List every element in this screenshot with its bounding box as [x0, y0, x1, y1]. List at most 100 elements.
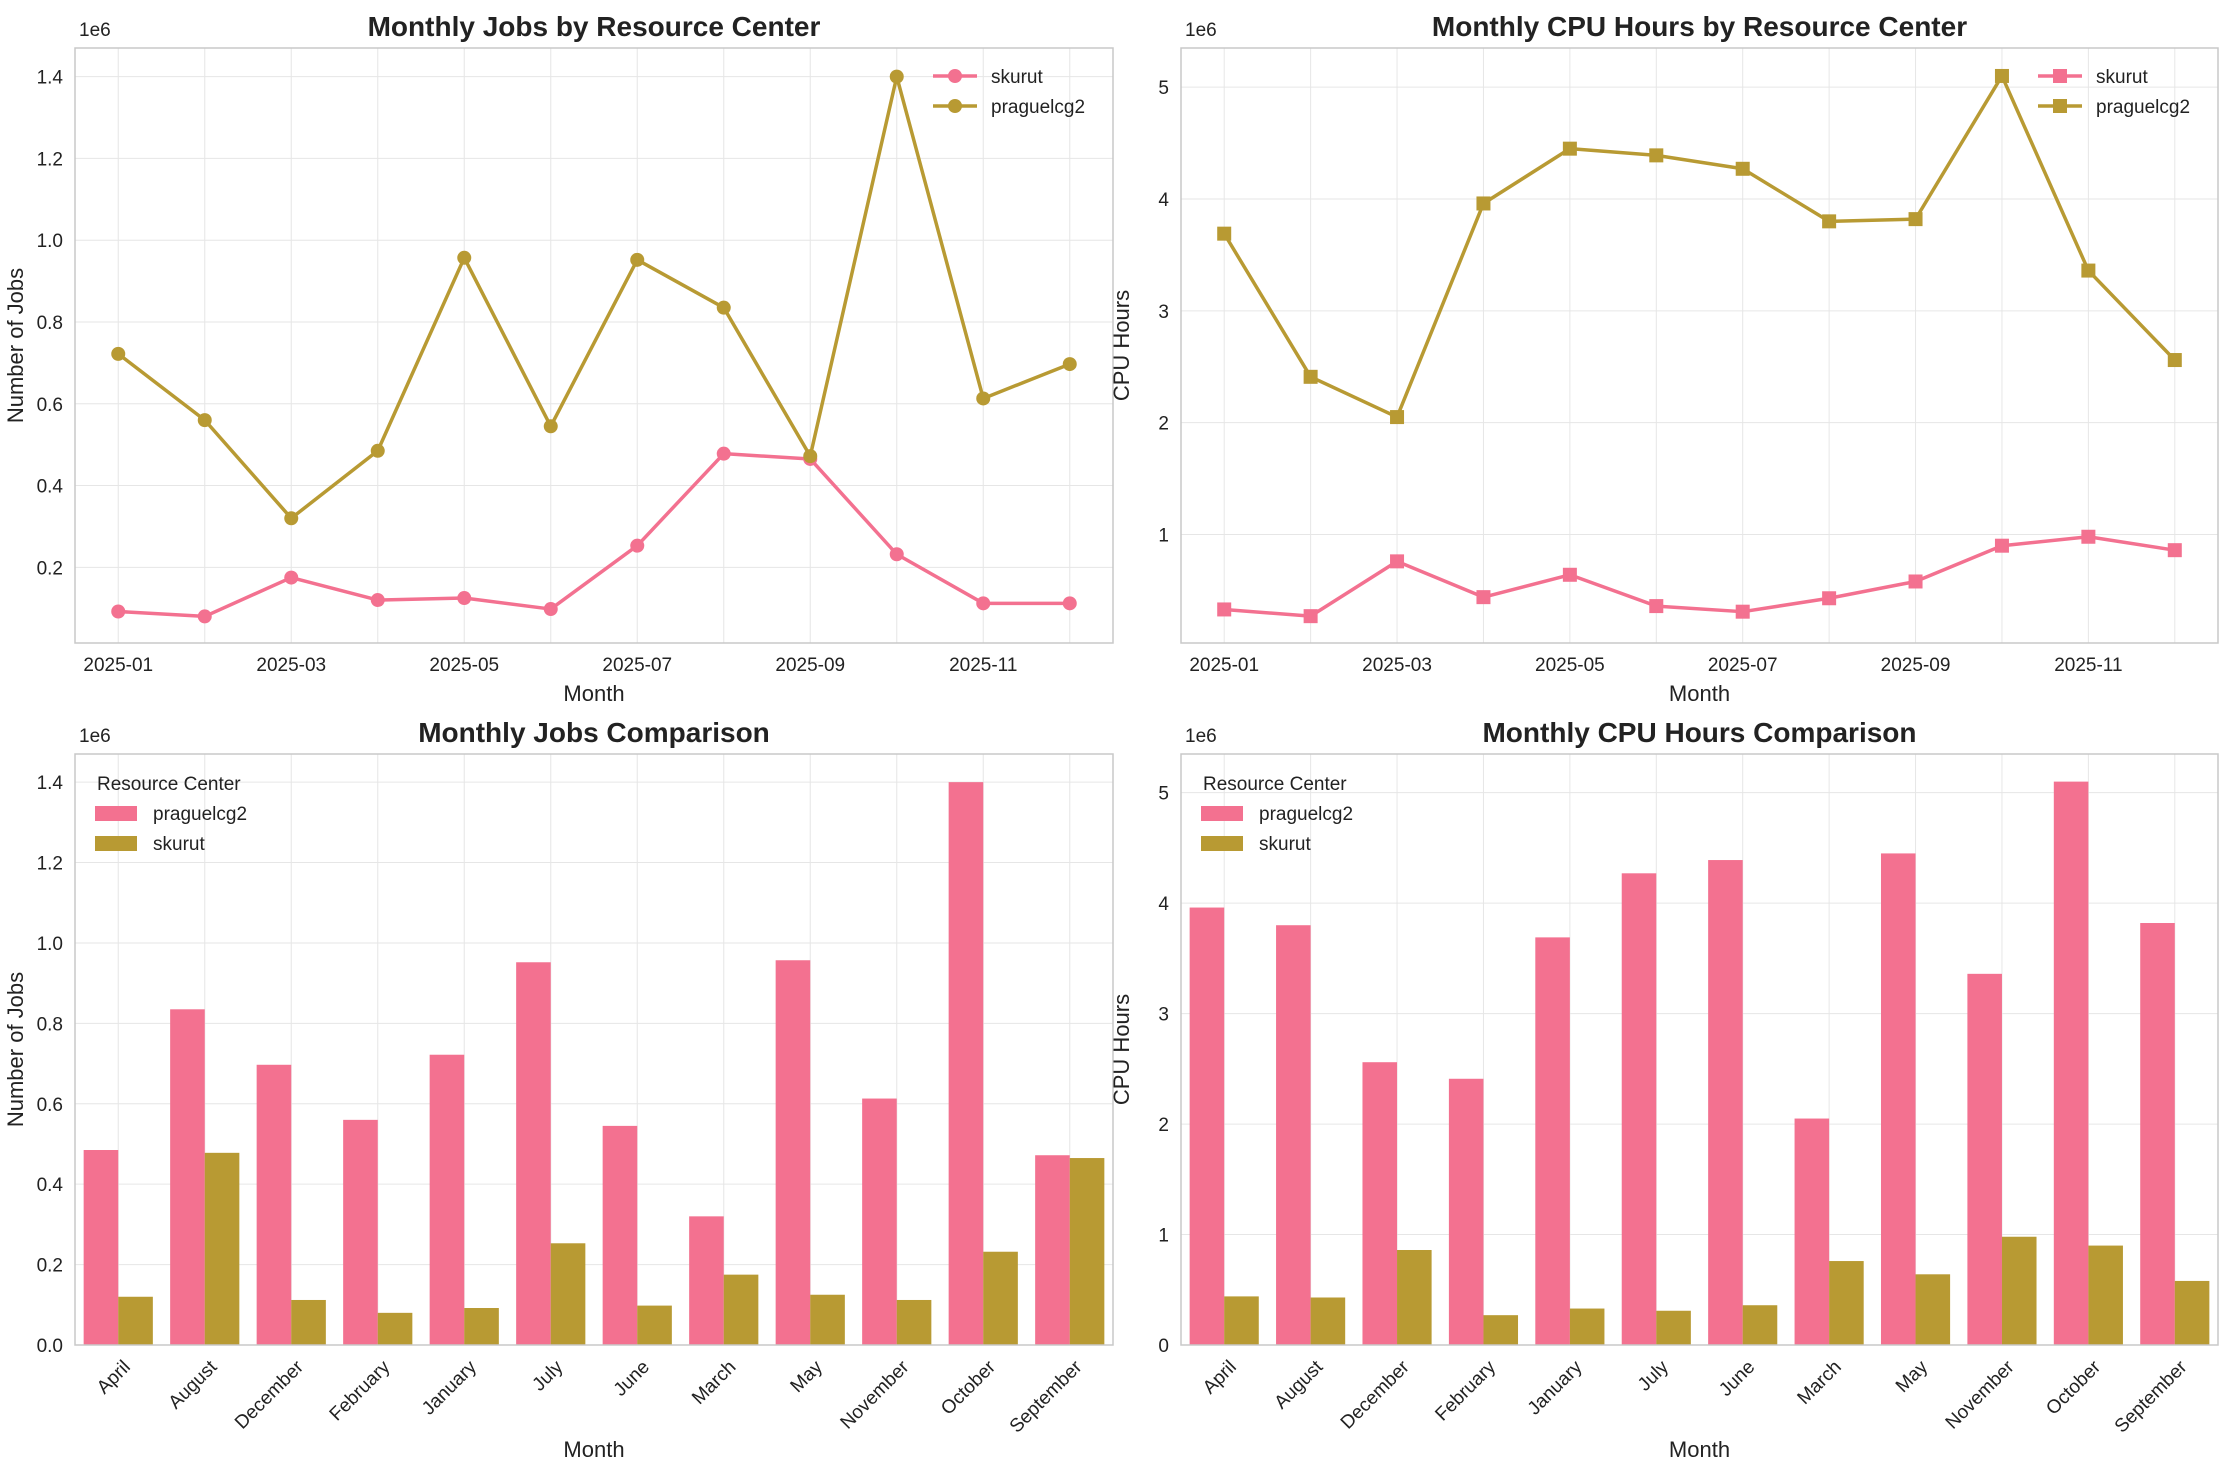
data-point-skurut	[457, 591, 472, 606]
data-point-skurut	[630, 538, 645, 553]
data-point-praguelcg2	[543, 419, 558, 434]
bar-skurut	[1829, 1261, 1864, 1345]
y-tick-label: 0.6	[37, 395, 63, 416]
data-point-praguelcg2	[1217, 226, 1232, 241]
data-point-skurut	[1062, 596, 1077, 611]
data-point-skurut	[1476, 590, 1491, 605]
data-point-praguelcg2	[111, 346, 126, 361]
data-point-skurut	[2081, 529, 2096, 544]
bar-praguelcg2	[516, 962, 551, 1345]
legend-marker-skurut	[2053, 69, 2067, 83]
y-tick-label: 0.0	[37, 1336, 63, 1357]
data-point-praguelcg2	[630, 252, 645, 267]
bar-praguelcg2	[1448, 1078, 1484, 1345]
data-point-praguelcg2	[1649, 148, 1664, 163]
data-point-skurut	[1649, 599, 1664, 614]
bar-skurut	[204, 1152, 240, 1345]
data-point-praguelcg2	[457, 250, 472, 265]
bar-praguelcg2	[602, 1125, 638, 1345]
data-point-praguelcg2	[1994, 68, 2009, 83]
x-tick-label: January	[1524, 1356, 1587, 1419]
bar-praguelcg2	[1276, 925, 1311, 1345]
series-line-skurut	[1224, 535, 2176, 618]
data-point-praguelcg2	[1908, 212, 1923, 227]
bar-skurut	[291, 1299, 326, 1345]
legend-marker-skurut	[948, 69, 962, 83]
bar-skurut	[464, 1308, 499, 1345]
data-point-skurut	[2167, 543, 2182, 558]
x-tick-label: October	[937, 1356, 1000, 1419]
plot-frame	[1180, 47, 2219, 644]
data-point-praguelcg2	[803, 449, 818, 464]
x-tick-label: October	[2042, 1356, 2105, 1419]
data-point-skurut	[976, 596, 991, 611]
data-point-praguelcg2	[2081, 263, 2096, 278]
bar-skurut	[377, 1312, 413, 1345]
bar-skurut	[1656, 1310, 1691, 1345]
y-tick-label: 0.2	[37, 558, 63, 579]
x-tick-label: 2025-01	[83, 655, 153, 676]
bar-skurut	[1397, 1249, 1432, 1345]
data-point-praguelcg2	[197, 413, 212, 428]
x-tick-label: June	[1715, 1357, 1759, 1401]
chart-title: Monthly CPU Hours Comparison	[1482, 717, 1916, 748]
data-point-praguelcg2	[1562, 141, 1577, 156]
data-point-praguelcg2	[889, 69, 904, 84]
y-tick-label: 1.4	[37, 773, 64, 794]
x-axis-label: Month	[1669, 681, 1730, 706]
bar-praguelcg2	[775, 960, 811, 1345]
axis-scale-label: 1e6	[79, 20, 111, 41]
x-tick-label: May	[1892, 1356, 1933, 1397]
y-tick-label: 3	[1158, 1005, 1169, 1026]
data-point-praguelcg2	[976, 391, 991, 406]
x-tick-label: February	[326, 1356, 395, 1425]
legend-label: skurut	[991, 67, 1043, 88]
legend: Resource Center praguelcg2 skurut	[95, 774, 247, 855]
bar-praguelcg2	[83, 1150, 119, 1345]
bar-praguelcg2	[429, 1054, 465, 1345]
y-tick-label: 0	[1158, 1336, 1169, 1357]
y-tick-label: 1.4	[37, 68, 64, 89]
x-tick-label: July	[1634, 1356, 1673, 1395]
bar-skurut	[983, 1251, 1018, 1345]
bar-praguelcg2	[1035, 1155, 1070, 1345]
data-point-praguelcg2	[716, 300, 731, 315]
x-tick-label: 2025-07	[602, 655, 672, 676]
x-tick-label: 2025-03	[256, 655, 326, 676]
x-tick-label: January	[418, 1356, 481, 1419]
data-point-skurut	[1735, 604, 1750, 619]
legend-marker-praguelcg2	[2053, 99, 2067, 113]
bar-skurut	[810, 1294, 845, 1345]
x-axis-label: Month	[563, 681, 624, 706]
bar-praguelcg2	[1189, 907, 1225, 1345]
bar-skurut	[2001, 1236, 2037, 1345]
plot-frame	[74, 753, 1114, 1346]
data-point-praguelcg2	[1822, 214, 1837, 229]
y-tick-label: 1.0	[37, 231, 63, 252]
data-point-praguelcg2	[1735, 161, 1750, 176]
legend: skurut praguelcg2	[2038, 67, 2190, 118]
data-point-praguelcg2	[1062, 357, 1077, 372]
chart-3: 0.0 0.2 0.4 0.6 0.8 1.0 1.2 1.4 April August Decem…	[3, 717, 1114, 1462]
y-tick-label: 4	[1158, 894, 1169, 915]
legend-swatch-praguelcg2	[1201, 806, 1243, 821]
bar-praguelcg2	[1794, 1118, 1830, 1345]
x-tick-label: 2025-05	[1535, 655, 1605, 676]
bar-skurut	[896, 1299, 932, 1345]
x-tick-label: December	[1337, 1356, 1414, 1433]
bar-praguelcg2	[256, 1064, 292, 1345]
data-point-praguelcg2	[1390, 410, 1405, 425]
axis-scale-label: 1e6	[1185, 726, 1217, 747]
data-point-praguelcg2	[2167, 353, 2182, 368]
x-tick-label: November	[1942, 1356, 2019, 1433]
y-tick-label: 1.2	[37, 854, 63, 875]
data-point-praguelcg2	[1476, 196, 1491, 211]
bar-skurut	[1915, 1274, 1951, 1345]
series-line-praguelcg2	[117, 74, 1071, 521]
bar-skurut	[1310, 1297, 1346, 1345]
bar-praguelcg2	[1880, 853, 1916, 1345]
legend-title: Resource Center	[97, 774, 241, 795]
y-tick-label: 4	[1158, 190, 1169, 211]
data-point-skurut	[889, 547, 904, 562]
bar-skurut	[637, 1305, 672, 1345]
